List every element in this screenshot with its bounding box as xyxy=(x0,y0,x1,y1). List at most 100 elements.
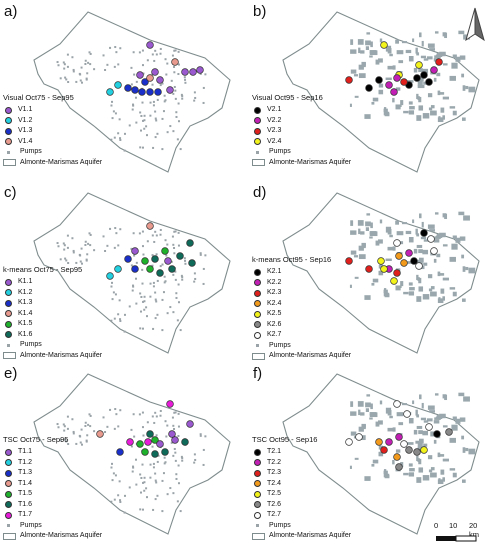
pump-icon xyxy=(7,343,10,347)
pump-point xyxy=(111,298,114,301)
pump-point xyxy=(174,49,177,52)
legend-item-label: T2.3 xyxy=(267,469,282,477)
aquifer-patch xyxy=(412,38,415,43)
pump-point xyxy=(174,89,177,92)
pump-point xyxy=(176,138,179,141)
pump-point xyxy=(119,47,122,50)
pump-point xyxy=(154,298,157,301)
pump-point xyxy=(139,129,142,132)
observation-point xyxy=(181,438,189,446)
aquifer-patch xyxy=(462,298,466,302)
pump-point xyxy=(194,277,197,280)
pump-point xyxy=(169,306,172,309)
aquifer-patch xyxy=(408,472,415,477)
pump-point xyxy=(110,285,113,288)
aquifer-patch xyxy=(419,394,422,400)
pump-point xyxy=(151,254,154,257)
pump-icon xyxy=(7,524,10,528)
observation-point xyxy=(345,76,353,84)
aquifer-patch xyxy=(437,117,444,123)
observation-points xyxy=(345,229,438,285)
aquifer-patch xyxy=(436,253,441,258)
class-marker-icon xyxy=(254,300,261,308)
pump-point xyxy=(159,233,162,236)
legend-pumps: Pumps xyxy=(3,340,102,351)
pump-point xyxy=(134,458,137,461)
pump-point xyxy=(89,52,92,55)
pump-point xyxy=(145,125,148,128)
observation-point xyxy=(156,440,164,448)
legend-item-label: T2.7 xyxy=(267,511,282,519)
aquifer-patch xyxy=(429,48,436,51)
observation-point xyxy=(393,453,401,461)
aquifer-patch xyxy=(369,231,377,235)
aquifer-patch xyxy=(387,246,395,251)
pump-point xyxy=(135,302,138,305)
observation-point xyxy=(393,239,401,247)
pump-point xyxy=(139,310,142,313)
aquifer-patch xyxy=(429,410,436,413)
pump-point xyxy=(149,282,152,285)
pump-point xyxy=(171,54,174,57)
pump-point xyxy=(117,63,120,66)
aquifer-patch xyxy=(372,459,379,464)
pump-point xyxy=(93,430,96,433)
pump-point xyxy=(152,104,155,107)
pump-point xyxy=(151,83,154,86)
aquifer-patch xyxy=(365,227,369,231)
aquifer-patch xyxy=(401,41,408,44)
pump-point xyxy=(172,243,175,246)
pump-point xyxy=(199,72,202,75)
pump-point xyxy=(174,451,177,454)
observation-point xyxy=(96,430,104,438)
aquifer-patch xyxy=(422,475,430,481)
aquifer-patch xyxy=(423,443,428,447)
pump-point xyxy=(193,461,196,464)
aquifer-patch xyxy=(379,264,383,268)
observation-point xyxy=(106,88,114,96)
class-marker-icon xyxy=(5,299,12,307)
aquifer-patch xyxy=(350,220,354,226)
aquifer-patch xyxy=(358,409,361,416)
aquifer-patch xyxy=(429,229,436,232)
aquifer-patch xyxy=(438,273,445,276)
aquifer-patch xyxy=(372,97,379,102)
aquifer-patch xyxy=(423,81,428,85)
pump-point xyxy=(165,254,168,257)
pump-point xyxy=(119,500,122,503)
aquifer-patch xyxy=(395,104,401,110)
aquifer-area xyxy=(349,392,476,485)
pump-point xyxy=(135,80,138,83)
pump-point xyxy=(161,329,164,332)
pump-point xyxy=(141,463,144,466)
pump-point xyxy=(181,97,184,100)
observation-point xyxy=(365,84,373,92)
pump-point xyxy=(112,472,115,475)
pump-point xyxy=(80,81,83,84)
aquifer-patch xyxy=(438,454,445,457)
pump-point xyxy=(84,421,87,424)
legend-item: K1.4 xyxy=(3,309,102,320)
legend-pumps-label: Pumps xyxy=(269,521,291,529)
aquifer-patch xyxy=(365,402,371,408)
aquifer-patch xyxy=(398,241,404,245)
class-marker-icon xyxy=(254,331,261,339)
observation-point xyxy=(146,41,154,49)
panel-a: a) Visual Oct75 - Sep95 V1.1 V1.2 V1.3 V1.4 P… xyxy=(0,0,249,181)
pump-point xyxy=(175,477,178,480)
pump-point xyxy=(155,253,158,256)
pump-point xyxy=(174,230,177,233)
observation-point xyxy=(430,66,438,74)
aquifer-patch xyxy=(452,416,457,420)
aquifer-patch xyxy=(358,254,366,260)
pump-point xyxy=(154,479,157,482)
pump-point xyxy=(134,277,137,280)
observation-point xyxy=(377,257,385,265)
panel-c: c) k-means Oct75 - Sep95 K1.1 K1.2 K1.3 K1.4… xyxy=(0,181,249,362)
aquifer-boundary xyxy=(282,192,480,354)
aquifer-patch xyxy=(392,427,396,432)
observation-point xyxy=(427,235,435,243)
aquifer-patch xyxy=(364,114,371,119)
legend-item-label: T1.5 xyxy=(18,490,33,498)
pump-point xyxy=(130,83,133,86)
